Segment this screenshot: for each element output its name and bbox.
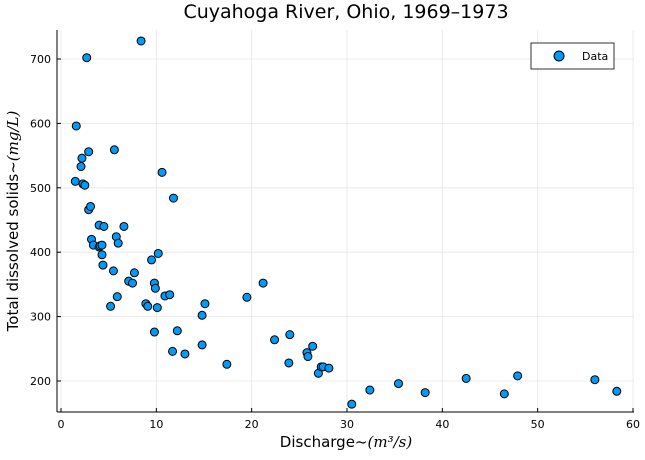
data-point (258, 278, 268, 288)
data-point (157, 167, 167, 177)
data-point (347, 399, 357, 409)
x-tick-label: 10 (149, 418, 163, 431)
data-point (76, 162, 86, 172)
y-tick-label: 200 (30, 375, 51, 388)
data-point (119, 221, 129, 231)
data-point (168, 193, 178, 203)
data-point (365, 385, 375, 395)
data-point (98, 260, 108, 270)
legend-marker (553, 50, 565, 62)
data-point (152, 303, 162, 313)
y-ticks: 200 300 400 500 600 700 (30, 53, 61, 388)
y-axis-label: Total dissolved solids~(mg/L) (4, 111, 22, 333)
axes (56, 30, 634, 413)
data-point (590, 375, 600, 385)
data-point (284, 358, 294, 368)
data-point (180, 349, 190, 359)
y-axis-label-units: (mg/L) (4, 111, 22, 162)
x-tick-label: 50 (531, 418, 545, 431)
data-point (242, 292, 252, 302)
data-point (612, 386, 622, 396)
data-point (303, 352, 313, 362)
data-point (80, 180, 90, 190)
x-tick-label: 20 (245, 418, 259, 431)
data-point (270, 335, 280, 345)
data-point (149, 327, 159, 337)
data-point (200, 299, 210, 309)
legend-box (530, 42, 615, 70)
data-point (108, 266, 118, 276)
data-point (324, 363, 334, 373)
data-point (97, 250, 107, 260)
data-point (99, 221, 109, 231)
data-point (86, 201, 96, 211)
data-point (97, 240, 107, 250)
data-point (136, 36, 146, 46)
data-point (308, 341, 318, 351)
data-point (393, 379, 403, 389)
data-point (106, 301, 116, 311)
data-point (82, 53, 92, 63)
y-tick-label: 300 (30, 311, 51, 324)
data-point (150, 283, 160, 293)
data-point (461, 373, 471, 383)
grid-lines (57, 30, 634, 412)
data-point (420, 388, 430, 398)
data-point (165, 290, 175, 300)
y-tick-label: 700 (30, 53, 51, 66)
legend-label: Data (582, 50, 608, 63)
x-axis-label-units: (m³/s) (368, 433, 413, 451)
data-point (197, 310, 207, 320)
x-tick-label: 30 (340, 418, 354, 431)
x-tick-label: 60 (626, 418, 640, 431)
x-ticks: 0 10 20 30 40 50 60 (58, 408, 640, 431)
data-point (168, 346, 178, 356)
legend: Data (530, 42, 615, 70)
data-point (285, 330, 295, 340)
data-point (172, 326, 182, 336)
data-point (153, 248, 163, 258)
data-point (77, 153, 87, 163)
y-tick-label: 600 (30, 117, 51, 130)
data-point (70, 176, 80, 186)
data-point (71, 121, 81, 131)
y-tick-label: 500 (30, 182, 51, 195)
chart-title: Cuyahoga River, Ohio, 1969–1973 (183, 1, 508, 23)
data-point (513, 371, 523, 381)
y-tick-label: 400 (30, 246, 51, 259)
x-axis-label: Discharge~(m³/s) (280, 433, 413, 451)
data-point (499, 389, 509, 399)
data-points (70, 36, 622, 409)
data-point (147, 255, 157, 265)
data-point (197, 340, 207, 350)
data-point (112, 292, 122, 302)
data-point (143, 301, 153, 311)
data-point (84, 147, 94, 157)
x-tick-label: 40 (435, 418, 449, 431)
data-point (128, 278, 137, 288)
x-axis-label-text: Discharge~ (280, 433, 368, 451)
data-point (113, 238, 123, 248)
data-point (129, 268, 139, 278)
data-point (222, 359, 232, 369)
y-axis-label-text: Total dissolved solids~ (4, 161, 22, 332)
data-point (109, 145, 119, 155)
x-tick-label: 0 (58, 418, 65, 431)
